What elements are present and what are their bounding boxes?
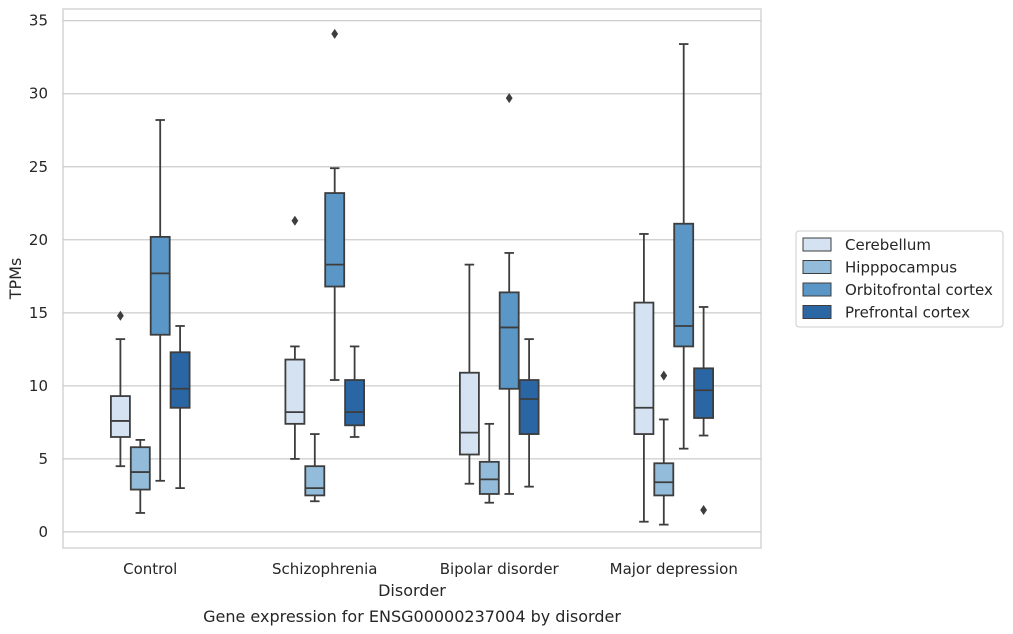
box-prefrontal-cortex [344, 345, 366, 438]
x-tick-label: Control [123, 560, 177, 578]
box-body [169, 351, 191, 409]
box-hipppocampus [653, 370, 675, 526]
box-body [653, 462, 675, 497]
legend-item: Hipppocampus [802, 259, 957, 277]
legend-item: Orbitofrontal cortex [802, 281, 993, 299]
x-tick-label: Major depression [610, 560, 738, 578]
legend-swatch [802, 282, 832, 297]
box-body [518, 379, 540, 435]
box-prefrontal-cortex [169, 325, 191, 490]
box-orbitofrontal-cortex [498, 93, 520, 495]
y-tick-label: 0 [38, 523, 48, 541]
box-hipppocampus [304, 433, 326, 503]
box-body [458, 371, 480, 456]
y-tick-label: 15 [29, 304, 48, 322]
box-body [498, 291, 520, 390]
box-prefrontal-cortex [693, 306, 714, 516]
y-tick-label: 30 [29, 85, 48, 103]
box-body [673, 222, 695, 348]
y-tick-label: 5 [38, 450, 48, 468]
legend-item: Prefrontal cortex [802, 304, 970, 322]
box-hipppocampus [478, 422, 500, 504]
box-cerebellum [458, 263, 480, 485]
box-body [478, 460, 500, 495]
box-hipppocampus [129, 439, 151, 514]
legend-frame [795, 230, 1004, 328]
legend-label: Prefrontal cortex [845, 304, 970, 322]
y-tick-label: 10 [29, 377, 48, 395]
box-prefrontal-cortex [518, 338, 540, 488]
box-body [693, 367, 714, 419]
legend-swatch [802, 260, 832, 274]
box-body [129, 446, 151, 491]
outlier-point [700, 505, 707, 516]
outlier-point [660, 370, 668, 381]
box-body [344, 379, 366, 427]
box-body [324, 192, 346, 288]
y-tick-labels: 0 5 10 15 20 25 30 35 [29, 12, 48, 541]
legend-swatch [802, 237, 832, 252]
legend-label: Hipppocampus [845, 259, 957, 277]
box-orbitofrontal-cortex [149, 119, 171, 482]
box-body [633, 301, 655, 435]
legend-item: Cerebellum [802, 236, 931, 254]
box-body [110, 395, 131, 438]
outlier-point [505, 93, 513, 104]
outlier-point [117, 310, 124, 321]
legend-label: Orbitofrontal cortex [845, 281, 993, 299]
y-tick-label: 35 [29, 12, 48, 30]
outlier-point [331, 28, 339, 39]
box-cerebellum [633, 233, 655, 523]
legend: Cerebellum Hipppocampus Orbitofrontal cort… [795, 230, 1004, 328]
box-body [149, 235, 171, 336]
legend-label: Cerebellum [845, 236, 931, 254]
box-orbitofrontal-cortex [324, 28, 346, 381]
y-tick-label: 25 [29, 158, 48, 176]
x-tick-label: Bipolar disorder [440, 560, 560, 578]
outlier-point [291, 215, 299, 226]
y-axis-label: TPMs [6, 258, 25, 301]
box-cerebellum [284, 215, 306, 460]
box-cerebellum [110, 310, 131, 468]
box-body [304, 465, 326, 497]
legend-swatch [802, 305, 832, 319]
plot-frame [62, 8, 762, 549]
x-tick-label: Schizophrenia [272, 560, 377, 578]
x-axis-label: Disorder [378, 581, 446, 600]
box-body [284, 358, 306, 425]
chart-caption: Gene expression for ENSG00000237004 by d… [203, 607, 621, 626]
y-tick-label: 20 [29, 231, 48, 249]
box-orbitofrontal-cortex [673, 43, 695, 450]
x-tick-labels: Control Schizophrenia Bipolar disorder Majo… [123, 560, 738, 578]
box-groups [110, 28, 714, 526]
